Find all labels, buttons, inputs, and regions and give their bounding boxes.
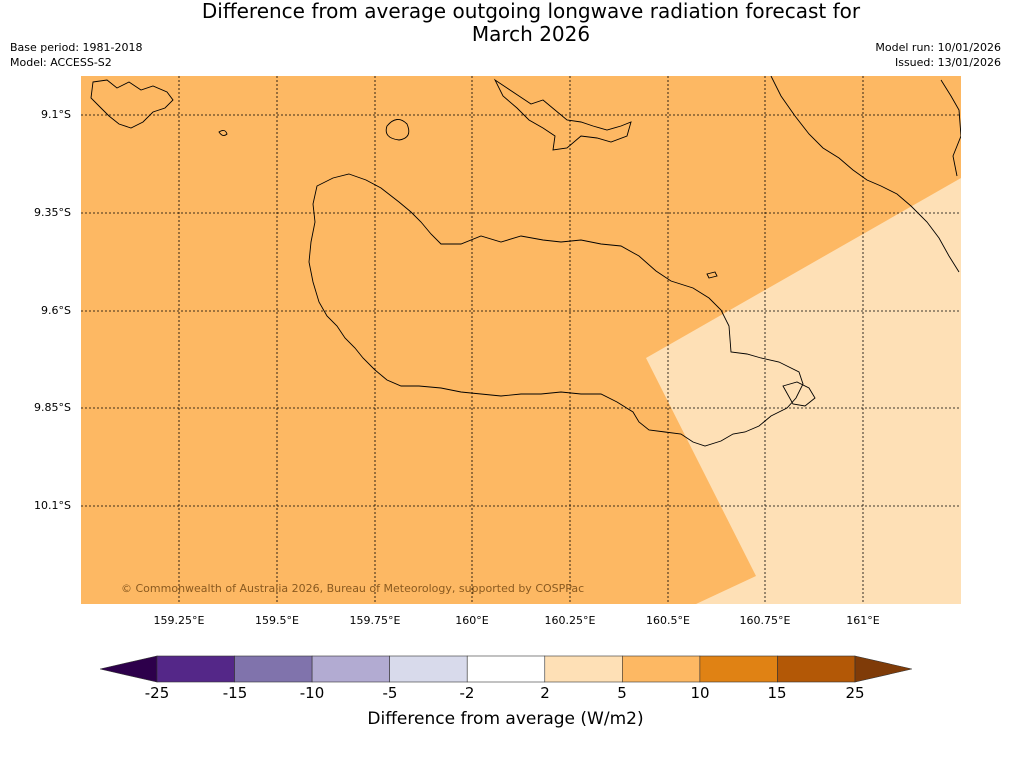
base-period: Base period: 1981-2018 [10,41,143,54]
coastline-east-tip [940,79,961,177]
gridlines [81,76,961,604]
lat-label: 9.1°S [41,108,71,121]
colorbar-tick: -15 [222,684,248,702]
lon-label: 159.25°E [153,614,205,627]
coastline-east-islands [782,381,816,407]
coastline-florida-islands [90,79,174,129]
lat-label: 9.6°S [41,304,71,317]
colorbar-segment [389,655,468,683]
title-line-2: March 2026 [471,22,591,46]
meta-right: Model run: 10/01/2026 Issued: 13/01/2026 [875,40,1001,70]
coastline-guadalcanal [308,173,804,447]
colorbar-tick: 15 [767,684,787,702]
title-line-1: Difference from average outgoing longwav… [201,0,861,23]
colorbar-tick: -10 [299,684,325,702]
lat-label: 9.85°S [34,401,71,414]
forecast-light-region [646,178,961,604]
colorbar-tick: 10 [690,684,710,702]
lon-label: 160.75°E [739,614,791,627]
colorbar-tick: 2 [540,684,550,702]
coastline-northern-islands [493,78,632,151]
colorbar-segment [544,655,623,683]
lon-label: 160.5°E [646,614,690,627]
colorbar-tick: 5 [617,684,627,702]
colorbar-tick: -25 [144,684,170,702]
colorbar-tick: 25 [845,684,865,702]
lon-label: 160°E [455,614,489,627]
coastline-islet-2 [218,129,228,137]
colorbar-extend-low [100,655,158,683]
issued-date: Issued: 13/01/2026 [894,56,1001,69]
chart-title: Difference from average outgoing longwav… [150,0,912,46]
coastline-islet-1 [385,119,410,141]
colorbar-extend-high [854,655,912,683]
colorbar-label: Difference from average (W/m2) [367,709,644,729]
meta-left: Base period: 1981-2018 Model: ACCESS-S2 [10,40,142,70]
colorbar-segment [699,655,778,683]
map-panel: © Commonwealth of Australia 2026, Bureau… [81,76,961,604]
lat-label: 9.35°S [34,206,71,219]
colorbar-segment [311,655,390,683]
colorbar [100,655,912,683]
colorbar-segment [466,655,546,683]
lon-label: 161°E [846,614,880,627]
colorbar-segment [234,655,313,683]
model-run: Model run: 10/01/2026 [875,41,1001,54]
lon-label: 159.5°E [255,614,299,627]
colorbar-tick: -5 [382,684,398,702]
lon-label: 160.25°E [544,614,596,627]
lon-label: 159.75°E [349,614,401,627]
lat-label: 10.1°S [34,499,71,512]
copyright-notice: © Commonwealth of Australia 2026, Bureau… [121,582,584,595]
colorbar-segment [622,655,701,683]
colorbar-segment [156,655,235,683]
coastlines [90,76,961,447]
model-name: Model: ACCESS-S2 [10,56,112,69]
coastline-islet-3 [706,271,718,279]
colorbar-segment [777,655,856,683]
colorbar-tick: -2 [459,684,475,702]
coastline-makira-north [770,76,960,273]
